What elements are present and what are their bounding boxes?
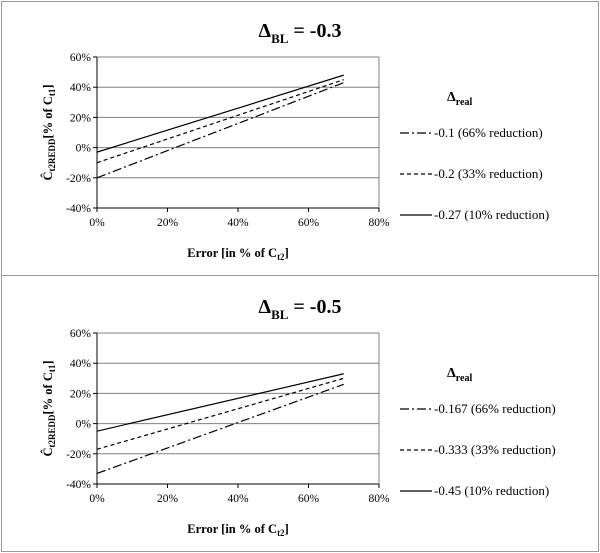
- y-tick-label: -20%: [66, 449, 91, 461]
- legend-entry-3: -0.45 (10% reduction): [434, 483, 549, 498]
- series-line-1: [96, 82, 344, 179]
- legend-entry-2: -0.333 (33% reduction): [434, 442, 556, 457]
- legend-entry-3: -0.27 (10% reduction): [434, 207, 549, 222]
- chart-title: ΔBL = -0.3: [259, 20, 342, 46]
- chart-top: ΔBL = -0.3 -40% -20% 0% 20% 40% 60% 0% 20% 40% 60%…: [40, 20, 549, 262]
- x-axis-label: Error [in % of Ct2]: [187, 246, 288, 262]
- x-tick-label: 20%: [157, 217, 179, 229]
- x-tick-label: 60%: [298, 493, 320, 505]
- chart-title: ΔBL = -0.5: [259, 296, 342, 322]
- y-tick-label: 20%: [70, 388, 92, 400]
- y-tick-label: 40%: [70, 358, 92, 370]
- x-tick-label: 80%: [368, 493, 390, 505]
- x-tick-label: 40%: [227, 493, 249, 505]
- panel-divider: [1, 275, 599, 276]
- x-tick-label: 60%: [298, 217, 320, 229]
- y-tick-label: 20%: [70, 112, 92, 124]
- y-axis-label: Ĉt2REDD[% of Ct1]: [40, 84, 57, 180]
- y-axis-label: Ĉt2REDD[% of Ct1]: [40, 360, 57, 456]
- y-tick-label: 0%: [76, 143, 92, 155]
- x-tick-label: 80%: [368, 217, 390, 229]
- x-tick-label: 0%: [89, 493, 105, 505]
- x-tick-label: 40%: [227, 217, 249, 229]
- x-axis-label: Error [in % of Ct2]: [187, 522, 288, 538]
- x-tick-label: 20%: [157, 493, 179, 505]
- series-line-2: [96, 79, 344, 164]
- series-line-1: [96, 383, 344, 474]
- legend-title: Δreal: [447, 90, 472, 108]
- y-tick-label: -40%: [66, 479, 91, 491]
- y-tick-label: -40%: [66, 203, 91, 215]
- series-line-2: [96, 377, 344, 450]
- series-line-3: [96, 74, 344, 153]
- legend-entry-1: -0.1 (66% reduction): [434, 125, 543, 140]
- y-tick-label: 60%: [70, 52, 92, 64]
- legend-entry-1: -0.167 (66% reduction): [434, 401, 556, 416]
- y-tick-label: 60%: [70, 328, 92, 340]
- chart-bottom: ΔBL = -0.5 -40% -20% 0% 20% 40% 60% 0% 20% 40% 60%…: [40, 296, 556, 538]
- x-tick-label: 0%: [89, 217, 105, 229]
- series-line-3: [96, 373, 344, 432]
- y-tick-label: 40%: [70, 82, 92, 94]
- legend-title: Δreal: [447, 366, 472, 384]
- y-tick-label: -20%: [66, 173, 91, 185]
- y-tick-label: 0%: [76, 419, 92, 431]
- legend-entry-2: -0.2 (33% reduction): [434, 166, 543, 181]
